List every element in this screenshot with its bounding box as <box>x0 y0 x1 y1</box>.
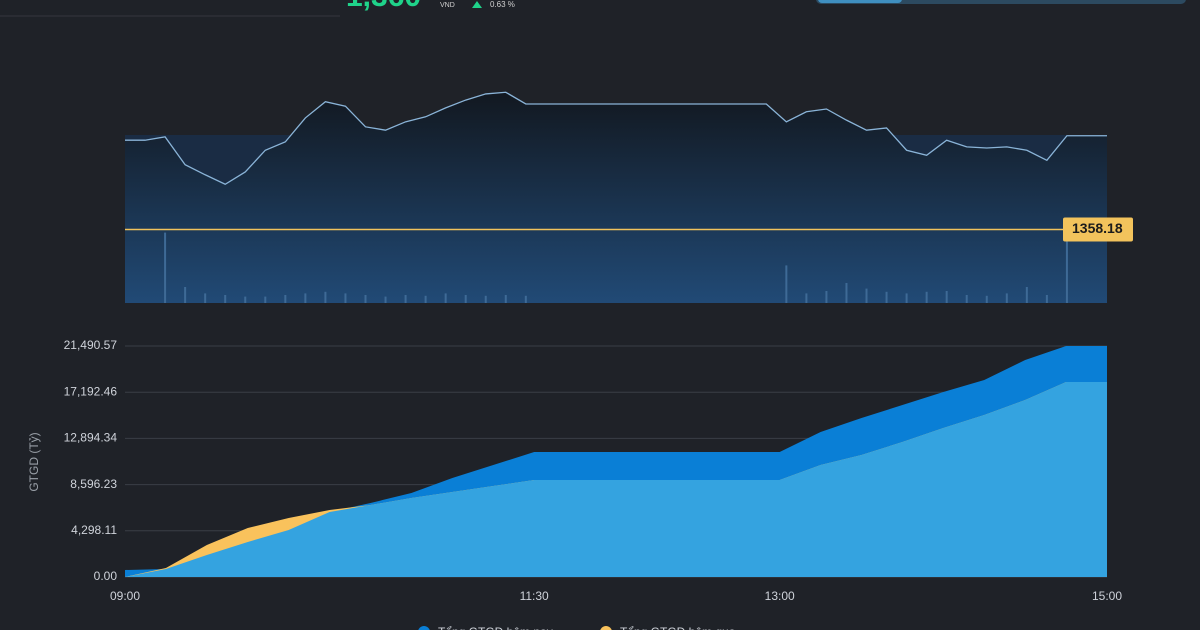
volume-bar <box>905 293 908 303</box>
range-thumb[interactable] <box>818 0 902 3</box>
volume-bar <box>1025 287 1028 303</box>
volume-bar <box>945 291 948 303</box>
y-tick-label: 17,192.46 <box>64 384 118 398</box>
volume-bar <box>985 295 988 303</box>
volume-bar <box>184 287 187 303</box>
volume-bar <box>484 295 487 303</box>
y-tick-label: 12,894.34 <box>64 431 118 445</box>
volume-bar <box>284 295 287 303</box>
range-slider[interactable] <box>816 0 1186 4</box>
volume-bar <box>504 295 507 303</box>
reference-label-box <box>1063 217 1133 242</box>
y-tick-label: 4,298.11 <box>71 523 117 537</box>
volume-bar <box>825 291 828 303</box>
volume-bar <box>965 295 968 303</box>
volume-bar <box>204 293 207 303</box>
price-area <box>125 92 1107 303</box>
volume-bar <box>304 293 307 303</box>
price: 1,360 <box>346 0 421 13</box>
x-tick-label: 13:00 <box>765 589 795 603</box>
overlap-area <box>125 382 1107 577</box>
volume-bar <box>164 232 167 303</box>
volume-bar <box>424 295 427 303</box>
volume-bar <box>885 291 888 303</box>
volume-bar <box>1005 293 1008 303</box>
volume-bar <box>384 296 387 303</box>
volume-bar <box>224 295 227 303</box>
volume-bar <box>865 288 868 303</box>
volume-bar <box>785 265 788 303</box>
volume-bar <box>1065 232 1068 303</box>
volume-bar <box>925 291 928 303</box>
legend-label: Tổng GTGD hôm qua <box>620 625 736 630</box>
x-tick-label: 09:00 <box>110 589 140 603</box>
currency: VND <box>440 2 455 9</box>
volume-bar <box>524 295 527 303</box>
volume-bar <box>364 295 367 303</box>
volume-bar <box>244 296 247 303</box>
price-line <box>125 91 1107 185</box>
volume-bar <box>845 283 848 303</box>
change: 0.63 % <box>490 0 515 9</box>
y-tick-label: 0.00 <box>94 569 118 583</box>
y-tick-label: 8,596.23 <box>70 477 117 491</box>
volume-bar <box>324 291 327 303</box>
x-tick-label: 11:30 <box>520 589 549 603</box>
volume-bar <box>805 293 808 303</box>
reference-label: 1358.18 <box>1072 220 1123 236</box>
y-tick-label: 21,490.57 <box>64 338 118 352</box>
volume-bar <box>444 293 447 303</box>
x-tick-label: 15:00 <box>1092 589 1122 603</box>
volume-bar <box>344 293 347 303</box>
legend-marker <box>418 626 430 630</box>
up-arrow <box>472 1 482 8</box>
volume-bar <box>264 296 267 303</box>
y-axis-title: GTGD (Tỷ) <box>27 432 41 491</box>
legend-marker <box>600 626 612 630</box>
volume-bar <box>464 295 467 303</box>
legend-label: Tổng GTGD hôm nay <box>438 625 553 630</box>
volume-bar <box>404 295 407 303</box>
volume-bar <box>1045 295 1048 303</box>
